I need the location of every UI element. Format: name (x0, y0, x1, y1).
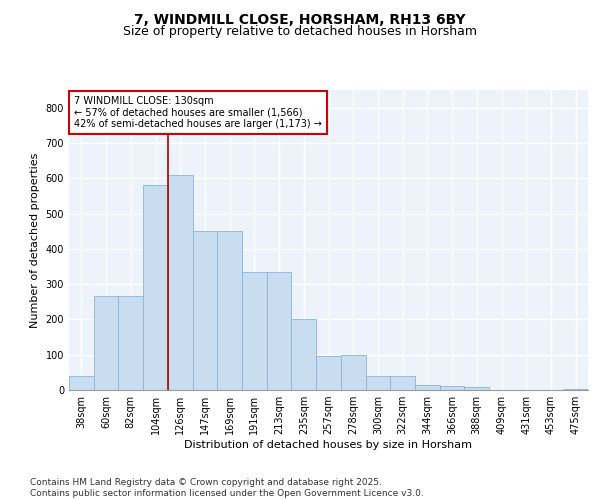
Bar (292, 320, 316, 390)
Bar (69, 376, 94, 390)
Bar (217, 231, 242, 390)
Text: Size of property relative to detached houses in Horsham: Size of property relative to detached ho… (123, 25, 477, 38)
X-axis label: Distribution of detached houses by size in Horsham: Distribution of detached houses by size … (185, 440, 473, 450)
Text: 7 WINDMILL CLOSE: 130sqm
← 57% of detached houses are smaller (1,566)
42% of sem: 7 WINDMILL CLOSE: 130sqm ← 57% of detach… (74, 96, 322, 129)
Bar (440, 386, 464, 390)
Bar (143, 186, 168, 390)
Bar (390, 376, 415, 390)
Bar (415, 384, 440, 390)
Text: 7, WINDMILL CLOSE, HORSHAM, RH13 6BY: 7, WINDMILL CLOSE, HORSHAM, RH13 6BY (134, 12, 466, 26)
Bar (118, 296, 143, 390)
Bar (168, 174, 193, 390)
Bar (267, 272, 292, 390)
Bar (94, 296, 118, 390)
Bar (365, 376, 390, 390)
Bar (193, 231, 217, 390)
Bar (464, 387, 489, 390)
Bar (316, 356, 341, 390)
Bar (341, 354, 365, 390)
Bar (242, 272, 267, 390)
Text: Contains HM Land Registry data © Crown copyright and database right 2025.
Contai: Contains HM Land Registry data © Crown c… (30, 478, 424, 498)
Y-axis label: Number of detached properties: Number of detached properties (30, 152, 40, 328)
